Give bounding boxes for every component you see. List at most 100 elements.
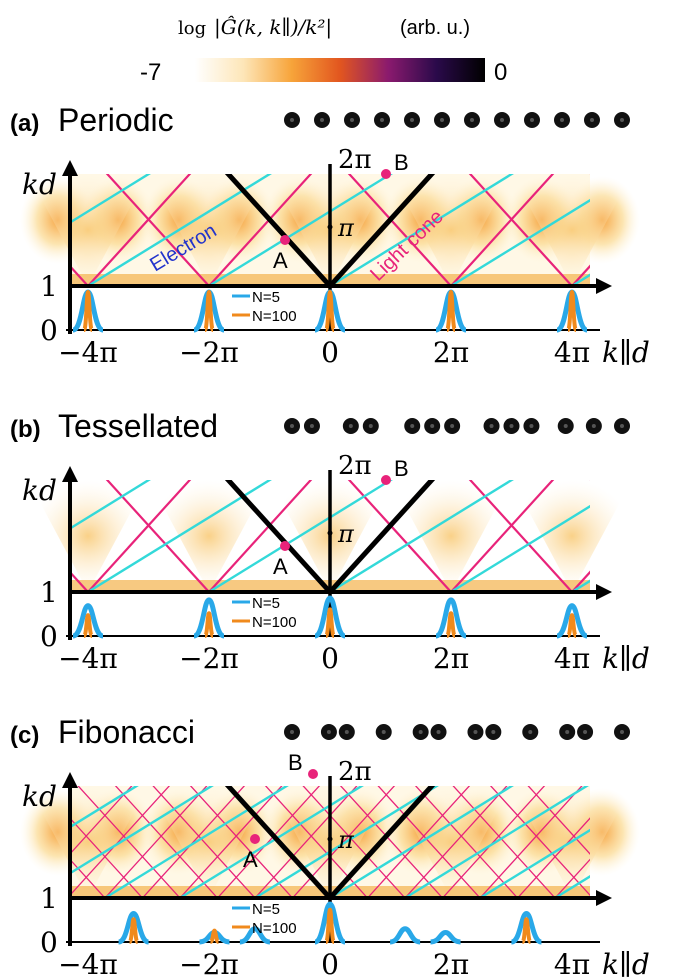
peak-n100 (324, 289, 336, 332)
x-tick: −4π (58, 948, 118, 980)
x-tick: 2π (433, 948, 469, 980)
electron-line (450, 198, 590, 286)
dispersion-lines (68, 661, 685, 898)
point-label-B: B (288, 750, 303, 775)
atom-core (368, 424, 373, 428)
colorbar: log |Ĝ(k, k∥)/k²| (arb. u.) -7 0 (140, 14, 507, 86)
dispersion-lines (68, 480, 590, 592)
atom-core (620, 118, 624, 122)
x-tick: −4π (58, 642, 118, 675)
two-pi-label: 2π (338, 145, 372, 175)
atom-core (473, 730, 478, 734)
peak-n100 (127, 917, 140, 944)
x-tick: 0 (321, 642, 339, 675)
point-A (250, 834, 260, 844)
peak-n100 (209, 928, 220, 944)
legend-label-n100: N=100 (252, 920, 297, 937)
legend-label-n5: N=5 (252, 289, 280, 306)
atom-core (620, 730, 624, 734)
atom-core (440, 118, 444, 122)
atom-core (528, 730, 533, 734)
peak-n100 (566, 613, 578, 638)
legend-label-n5: N=5 (252, 901, 280, 918)
light-cone-main (328, 786, 436, 898)
x-axis-label: k∥d (602, 642, 650, 675)
peak-n5 (192, 597, 226, 639)
peak-n100 (203, 611, 215, 638)
light-cone-main (224, 480, 332, 592)
electron-line (329, 480, 514, 592)
pi-marker (327, 836, 333, 842)
y-axis-arrow (62, 772, 78, 788)
light-cone-line (105, 480, 210, 592)
pi-marker (327, 224, 333, 230)
legend-label-n100: N=100 (252, 308, 297, 325)
atom-core (563, 424, 568, 428)
atom-core (380, 118, 384, 122)
light-cone-line (414, 786, 519, 898)
y-axis-label: kd (22, 780, 57, 813)
y-tick-0: 0 (40, 620, 58, 653)
peak-n100 (566, 289, 578, 332)
light-cone-line (264, 786, 368, 898)
pi-label: π (337, 520, 355, 548)
light-cone-line (68, 786, 133, 858)
y-axis-label: kd (22, 168, 57, 201)
atom-core (530, 118, 534, 122)
electron-line (630, 661, 685, 898)
peak-n100 (82, 289, 94, 332)
light-cone-line (442, 786, 546, 898)
peak-n5 (434, 597, 468, 639)
panel-title: Periodic (58, 102, 174, 138)
electron-line (404, 786, 589, 898)
heatmap-cone (391, 174, 511, 286)
point-label-A: A (273, 554, 288, 579)
atom-core (509, 424, 514, 428)
colorbar-label-math: |Ĝ(k, k∥)/k²| (214, 14, 332, 40)
light-cone-line (216, 786, 321, 898)
y-axis-arrow (62, 160, 78, 176)
heatmap-cone (512, 174, 632, 286)
point-label-A: A (243, 847, 258, 872)
peak-n5 (72, 603, 104, 639)
atom-core (344, 730, 349, 734)
atom-core (500, 118, 504, 122)
atom-core (350, 118, 354, 122)
light-cone-line (179, 786, 283, 898)
point-B (308, 769, 318, 779)
light-cone-line (68, 815, 143, 898)
heatmap-cone (28, 786, 148, 898)
electron-line (87, 174, 272, 286)
light-cone-main (328, 174, 436, 286)
atom-core (290, 118, 294, 122)
electron-line (329, 786, 514, 898)
colorbar-min-label: -7 (140, 59, 161, 86)
y-axis-label: kd (22, 474, 57, 507)
light-cone-line (104, 786, 208, 898)
light-cone-main (224, 786, 332, 898)
peak-n5 (430, 929, 461, 945)
light-cone-line (517, 817, 590, 898)
y-tick-0: 0 (40, 314, 58, 347)
peak-n5 (313, 595, 347, 639)
atom-core (410, 118, 414, 122)
atom-core (591, 424, 596, 428)
colorbar-label-unit: (arb. u.) (400, 17, 470, 39)
electron-line (329, 174, 514, 286)
light-cone-line (489, 786, 590, 897)
legend: N=5 N=100 (232, 289, 297, 325)
x-tick: −2π (179, 642, 239, 675)
electron-line (179, 786, 364, 898)
atom-core (491, 730, 496, 734)
atom-core (565, 730, 570, 734)
point-label-B: B (394, 150, 409, 175)
light-cone-line (479, 786, 583, 898)
peak-n5 (239, 926, 271, 945)
atom-core (529, 424, 534, 428)
peak-n5 (556, 603, 588, 639)
y-axis-arrow (62, 466, 78, 482)
x-tick: 4π (554, 948, 590, 980)
x-tick: −2π (179, 948, 239, 980)
peak-n100 (82, 613, 94, 638)
